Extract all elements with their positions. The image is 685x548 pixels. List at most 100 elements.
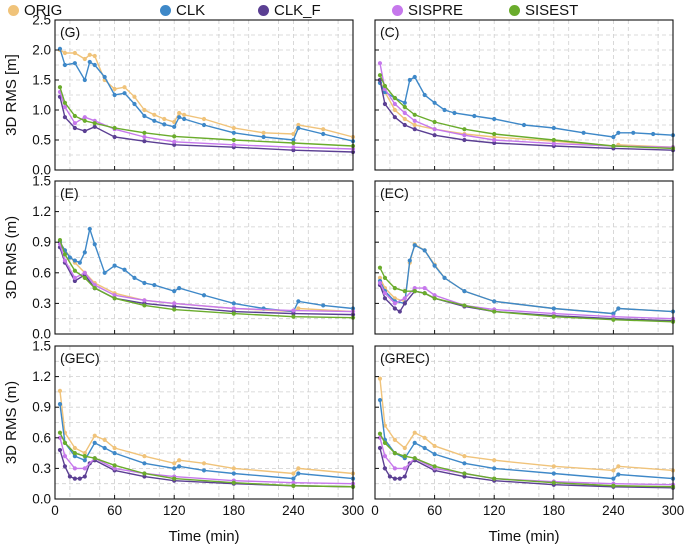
- data-point-sisest: [412, 289, 417, 294]
- data-point-clk-f: [67, 474, 72, 479]
- data-point-sispre: [402, 110, 407, 116]
- data-point-sisest: [142, 471, 147, 476]
- data-point-clk: [177, 286, 182, 291]
- legend-item-orig: ORIG: [8, 2, 62, 19]
- data-point-sisest: [72, 451, 77, 456]
- data-point-clk-f: [392, 306, 397, 311]
- data-point-clk: [492, 299, 497, 304]
- data-point-orig: [177, 458, 182, 463]
- data-point-sispre: [492, 137, 497, 143]
- x-tick-label: 120: [163, 503, 186, 518]
- data-point-sispre: [112, 466, 117, 471]
- data-point-sisest: [92, 121, 97, 126]
- data-point-clk: [472, 113, 477, 119]
- legend-marker: [392, 5, 403, 16]
- series-line-orig: [379, 378, 674, 472]
- data-point-clk: [67, 255, 72, 260]
- data-point-sisest: [112, 463, 117, 468]
- data-point-clk-f: [377, 445, 383, 451]
- data-point-clk: [402, 100, 407, 105]
- data-point-clk: [432, 100, 437, 105]
- panel-g: (G) 0.0 0.5 1.0 1.5 2.0 2.5 3D RMS [m]: [3, 13, 356, 178]
- data-point-sisest: [72, 268, 77, 273]
- series-line-sispre: [59, 244, 354, 313]
- data-point-clk: [122, 267, 127, 272]
- data-point-clk: [82, 77, 87, 83]
- data-point-sispre: [72, 121, 77, 126]
- legend-item-clk: CLK: [160, 2, 205, 19]
- data-point-orig: [321, 127, 326, 132]
- legend-item-clk-f: CLK_F: [258, 2, 321, 19]
- data-point-clk: [432, 452, 437, 457]
- data-point-sispre: [412, 118, 417, 123]
- y-tick-label: 0.0: [32, 492, 51, 507]
- data-point-clk: [142, 280, 147, 286]
- legend-label: SISEST: [525, 2, 579, 19]
- data-point-clk-f: [82, 474, 87, 479]
- x-tick-label: 180: [543, 503, 566, 518]
- data-point-clk-f: [432, 133, 437, 138]
- data-point-sisest: [82, 454, 87, 459]
- data-point-sisest: [492, 476, 497, 481]
- panel-label: (C): [380, 24, 399, 40]
- data-point-sispre: [377, 61, 383, 66]
- data-point-sispre: [611, 314, 616, 319]
- data-point-orig: [432, 443, 437, 449]
- data-point-sisest: [231, 137, 236, 143]
- data-point-sispre: [382, 454, 388, 459]
- legend-marker: [258, 5, 269, 16]
- data-point-clk: [291, 476, 296, 481]
- data-point-orig: [291, 471, 296, 476]
- data-point-clk-f: [72, 476, 77, 481]
- data-point-clk: [321, 303, 326, 308]
- y-tick-label: 0.3: [32, 296, 51, 311]
- data-point-sisest: [412, 112, 417, 117]
- y-tick-label: 2.5: [32, 13, 51, 28]
- legend: ORIG CLK CLK_F SISPRE SISEST: [0, 0, 685, 22]
- x-tick-label: 120: [483, 503, 506, 518]
- y-tick-label: 1.5: [32, 174, 51, 189]
- data-point-sisest: [172, 134, 177, 139]
- data-point-clk: [611, 134, 616, 140]
- data-point-sisest: [231, 480, 236, 485]
- data-point-sisest: [382, 440, 388, 445]
- data-point-sisest: [377, 73, 383, 78]
- series-line-sisest: [379, 433, 674, 488]
- data-point-clk: [231, 471, 236, 476]
- data-point-orig: [261, 130, 266, 135]
- data-point-sisest: [492, 309, 497, 314]
- data-point-clk-f: [77, 476, 82, 481]
- series-line-sispre: [379, 282, 674, 320]
- data-point-sispre: [57, 435, 63, 440]
- data-point-sispre: [432, 293, 437, 298]
- data-point-clk-f: [72, 278, 77, 284]
- data-point-orig: [172, 119, 177, 125]
- data-point-clk: [57, 402, 63, 407]
- data-point-sisest: [382, 275, 388, 280]
- data-point-clk-f: [172, 304, 177, 309]
- data-point-sispre: [82, 115, 87, 120]
- data-point-sisest: [62, 100, 68, 105]
- data-point-orig: [102, 437, 107, 442]
- plot-frame: [374, 180, 674, 335]
- data-point-clk: [172, 466, 177, 471]
- data-point-sispre: [172, 301, 177, 306]
- y-axis-label: 3D RMS (m): [3, 381, 20, 464]
- data-point-clk: [82, 458, 87, 463]
- data-point-orig: [92, 433, 97, 438]
- data-point-sisest: [72, 113, 77, 119]
- data-point-sispre: [382, 291, 388, 296]
- data-point-sisest: [57, 238, 63, 243]
- series-line-clk-f: [379, 447, 674, 489]
- data-point-orig: [162, 116, 167, 122]
- x-tick-label: 240: [282, 503, 305, 518]
- data-point-sisest: [392, 286, 397, 291]
- legend-marker: [160, 5, 171, 16]
- data-point-sispre: [62, 258, 68, 263]
- data-point-sispre: [551, 141, 556, 146]
- data-point-orig: [422, 435, 427, 440]
- data-point-clk: [412, 74, 417, 80]
- data-point-clk-f: [112, 134, 117, 140]
- data-point-clk: [82, 250, 87, 255]
